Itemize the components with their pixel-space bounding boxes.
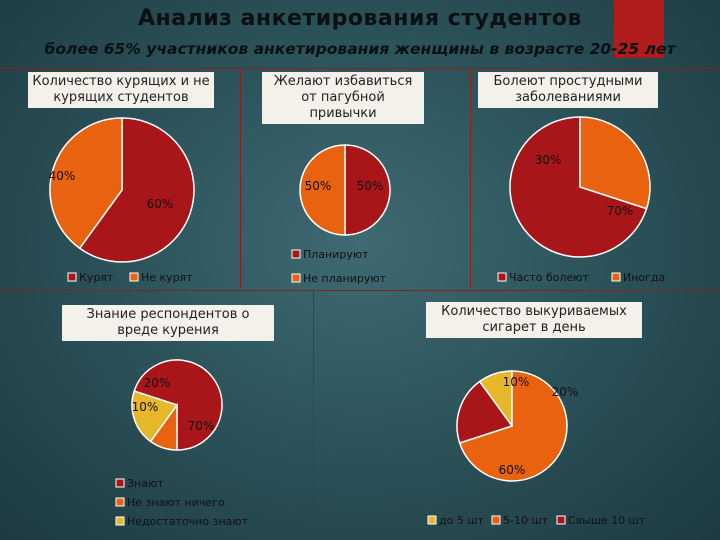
chart-1-data-label-2: 40% <box>49 169 76 183</box>
chart-5-legend-swatch-3 <box>556 515 566 525</box>
chart-3-title: Болеют простудными заболеваниями <box>478 72 658 108</box>
chart-5-data-label-2: 60% <box>499 463 526 477</box>
chart-1-slice-2 <box>49 117 123 250</box>
chart-1-legend-swatch-1 <box>67 272 77 282</box>
chart-2-legend-label-1: Планируют <box>303 248 369 261</box>
chart-2-title: Желают избавиться от пагубной привычки <box>262 72 424 124</box>
chart-3-legend-label-2: Иногда <box>623 271 665 284</box>
chart-2-legend-swatch-1 <box>291 249 301 259</box>
chart-3-legend-label-1: Часто болеют <box>509 271 590 284</box>
panel-divider <box>240 68 241 288</box>
chart-4-title: Знание респондентов о вреде курения <box>62 305 274 341</box>
chart-4-legend-label-2: Не знают ничего <box>127 496 225 509</box>
chart-5-slice-3 <box>456 380 514 444</box>
chart-4-legend-label-3: Недостаточно знают <box>127 515 249 528</box>
panel-divider <box>470 68 471 288</box>
panel-divider <box>0 68 720 69</box>
chart-4-data-label-1: 70% <box>188 419 215 433</box>
panel-divider <box>313 290 314 540</box>
chart-5-legend-label-3: Свыше 10 шт <box>568 514 646 527</box>
chart-2-data-label-1: 50% <box>357 179 384 193</box>
chart-3-legend-swatch-1 <box>497 272 507 282</box>
chart-2-data-label-2: 50% <box>305 179 332 193</box>
chart-5-data-label-1: 10% <box>503 375 530 389</box>
chart-4-legend-swatch-3 <box>115 516 125 526</box>
chart-4-slice-1 <box>133 359 223 451</box>
chart-3-legend-swatch-2 <box>611 272 621 282</box>
chart-5-legend-label-2: 5-10 шт <box>503 514 549 527</box>
chart-4-legend-swatch-1 <box>115 478 125 488</box>
chart-4-data-label-2: 10% <box>132 400 159 414</box>
chart-1-data-label-1: 60% <box>147 197 174 211</box>
chart-2-slice-1 <box>344 144 391 236</box>
chart-3-data-label-2: 30% <box>535 153 562 167</box>
chart-2-slice-2 <box>299 144 346 236</box>
chart-1-legend-label-2: Не курят <box>141 271 193 284</box>
chart-2-legend-label-2: Не планируют <box>303 272 387 285</box>
accent-bar <box>614 0 664 58</box>
chart-5-legend-swatch-2 <box>491 515 501 525</box>
chart-5-data-label-3: 20% <box>552 385 579 399</box>
chart-4-legend-label-1: Знают <box>127 477 164 490</box>
slide-subtitle: более 65% участников анкетирования женщи… <box>44 40 676 58</box>
chart-1-legend-swatch-2 <box>129 272 139 282</box>
chart-2-legend-swatch-2 <box>291 273 301 283</box>
chart-5-title: Количество выкуриваемых сигарет в день <box>426 302 642 338</box>
chart-4-legend-swatch-2 <box>115 497 125 507</box>
chart-1-title: Количество курящих и не курящих студенто… <box>28 72 214 108</box>
chart-3-slice-1 <box>509 116 648 258</box>
chart-5-slice-2 <box>458 370 568 482</box>
slide-title: Анализ анкетирования студентов <box>138 6 582 31</box>
chart-5-legend-label-1: до 5 шт <box>439 514 484 527</box>
chart-4-slice-3 <box>131 390 179 443</box>
chart-1-legend-label-1: Курят <box>79 271 114 284</box>
chart-3-data-label-1: 70% <box>607 204 634 218</box>
chart-4-data-label-3: 20% <box>144 376 171 390</box>
chart-5-legend-swatch-1 <box>427 515 437 525</box>
chart-3-slice-2 <box>579 116 651 210</box>
panel-divider <box>0 290 720 291</box>
chart-1-slice-1 <box>78 117 195 263</box>
